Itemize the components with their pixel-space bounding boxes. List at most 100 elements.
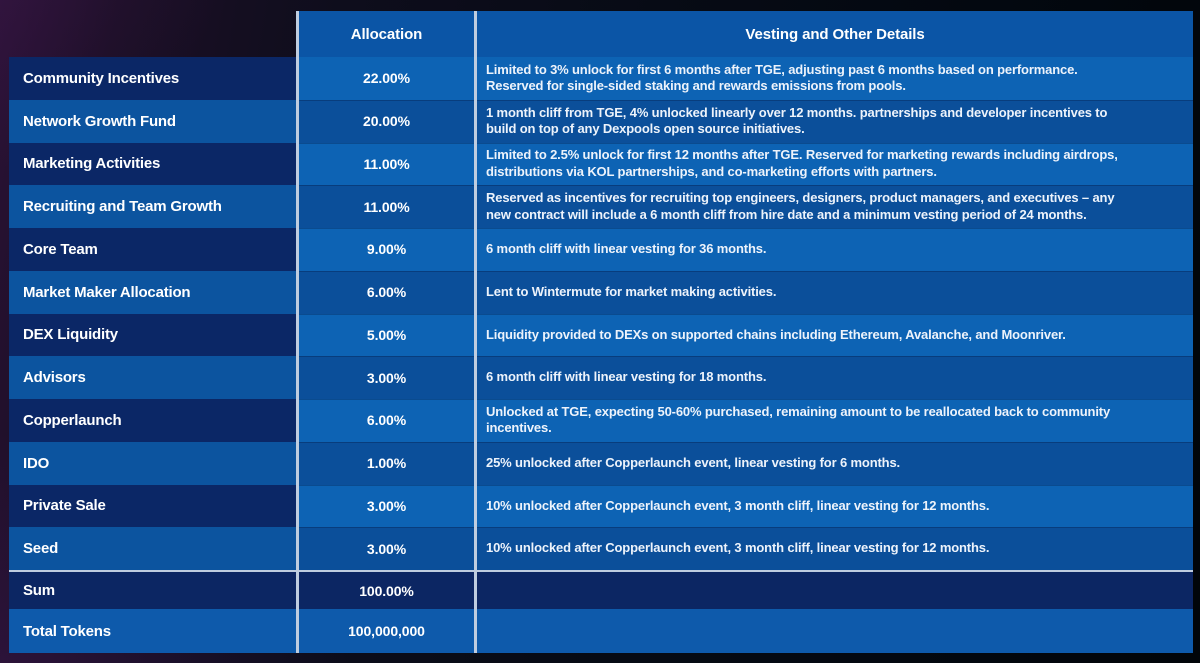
table-row-11: Private Sale 3.00% 10% unlocked after Copp… [9, 484, 1193, 528]
row-allocation-cell: 11.00% [296, 142, 477, 186]
row-category-cell: Network Growth Fund [9, 99, 296, 143]
header-spacer [9, 11, 296, 57]
row-details-cell: Limited to 2.5% unlock for first 12 mont… [477, 142, 1193, 186]
row-category-label: Private Sale [23, 497, 106, 515]
row-allocation-cell: 6.00% [296, 399, 477, 442]
table-row-sum: Sum 100.00% [9, 572, 1193, 609]
row-category-label: DEX Liquidity [23, 326, 118, 344]
row-allocation-value: 3.00% [366, 540, 407, 557]
column-header-vesting-details-label: Vesting and Other Details [745, 25, 925, 43]
row-category-label: Seed [23, 540, 59, 558]
row-allocation-value: 6.00% [366, 412, 407, 429]
row-category-label: Core Team [23, 240, 98, 258]
row-category-label: Advisors [23, 369, 86, 387]
table-body: Community Incentives 22.00% Limited to 3% … [9, 57, 1193, 570]
row-allocation-cell: 100.00% [296, 572, 477, 609]
row-details-cell: 25% unlocked after Copperlaunch event, l… [477, 441, 1193, 485]
column-header-allocation: Allocation [296, 11, 477, 57]
row-details-text: Limited to 2.5% unlock for first 12 mont… [486, 147, 1118, 179]
row-details-cell: Reserved as incentives for recruiting to… [477, 185, 1193, 228]
row-details-cell: Unlocked at TGE, expecting 50-60% purcha… [477, 399, 1193, 442]
row-allocation-cell: 20.00% [296, 99, 477, 143]
row-category-cell: Seed [9, 527, 296, 570]
row-details-text: 10% unlocked after Copperlaunch event, 3… [486, 497, 990, 513]
row-allocation-value: 11.00% [363, 155, 410, 172]
table-row-7: DEX Liquidity 5.00% Liquidity provided to … [9, 313, 1193, 357]
row-allocation-cell: 3.00% [296, 527, 477, 570]
row-details-text: 6 month cliff with linear vesting for 18… [486, 369, 767, 385]
row-category-label: Community Incentives [23, 69, 180, 87]
table-row-total-tokens: Total Tokens 100,000,000 [9, 609, 1193, 653]
table-row-3: Marketing Activities 11.00% Limited to 2.5… [9, 142, 1193, 186]
row-details-cell: 10% unlocked after Copperlaunch event, 3… [477, 527, 1193, 570]
row-details-cell: 6 month cliff with linear vesting for 36… [477, 228, 1193, 271]
row-details-cell: 1 month cliff from TGE, 4% unlocked line… [477, 99, 1193, 143]
row-category-cell: Total Tokens [9, 609, 296, 653]
row-details-cell [477, 609, 1193, 653]
table-row-12: Seed 3.00% 10% unlocked after Copperlaunch… [9, 527, 1193, 570]
row-category-cell: Core Team [9, 228, 296, 271]
row-allocation-cell: 9.00% [296, 228, 477, 271]
table-row-1: Community Incentives 22.00% Limited to 3% … [9, 57, 1193, 100]
row-category-label: Network Growth Fund [23, 112, 176, 130]
table-row-6: Market Maker Allocation 6.00% Lent to Wint… [9, 270, 1193, 314]
row-allocation-value: 3.00% [366, 497, 407, 514]
table-row-8: Advisors 3.00% 6 month cliff with linear v… [9, 356, 1193, 399]
table-row-5: Core Team 9.00% 6 month cliff with linear … [9, 228, 1193, 271]
row-allocation-cell: 3.00% [296, 356, 477, 399]
row-details-text: Limited to 3% unlock for first 6 months … [486, 61, 1078, 94]
row-details-text: 1 month cliff from TGE, 4% unlocked line… [486, 104, 1108, 137]
row-category-label: Recruiting and Team Growth [23, 198, 222, 216]
row-allocation-value: 22.00% [363, 70, 410, 87]
column-header-vesting-details: Vesting and Other Details [477, 11, 1193, 57]
row-allocation-value: 100,000,000 [348, 623, 425, 639]
row-allocation-value: 9.00% [366, 241, 407, 258]
token-allocation-table: Allocation Vesting and Other Details Com… [9, 11, 1193, 653]
row-category-cell: Private Sale [9, 484, 296, 528]
row-category-label: Marketing Activities [23, 155, 161, 173]
row-category-cell: Market Maker Allocation [9, 270, 296, 314]
row-category-cell: Marketing Activities [9, 142, 296, 186]
row-category-cell: Advisors [9, 356, 296, 399]
row-details-cell [477, 572, 1193, 609]
row-allocation-value: 3.00% [366, 369, 407, 386]
row-category-label: IDO [23, 454, 50, 472]
table-footer: Sum 100.00% Total Tokens 100,000,000 [9, 572, 1193, 653]
row-details-cell: Lent to Wintermute for market making act… [477, 270, 1193, 314]
row-details-text: Liquidity provided to DEXs on supported … [486, 326, 1066, 342]
row-details-text: Reserved as incentives for recruiting to… [486, 190, 1115, 222]
table-row-10: IDO 1.00% 25% unlocked after Copperlaunch … [9, 441, 1193, 485]
footer-separator-line [9, 570, 1193, 572]
row-details-text: 25% unlocked after Copperlaunch event, l… [486, 454, 900, 470]
row-allocation-cell: 22.00% [296, 57, 477, 100]
row-allocation-cell: 6.00% [296, 270, 477, 314]
row-allocation-value: 6.00% [366, 284, 407, 301]
row-allocation-value: 5.00% [366, 326, 407, 343]
row-allocation-cell: 3.00% [296, 484, 477, 528]
row-category-cell: Community Incentives [9, 57, 296, 100]
row-category-label: Sum [23, 582, 55, 599]
row-category-label: Copperlaunch [23, 411, 122, 429]
row-allocation-value: 20.00% [363, 113, 410, 130]
table-header-row: Allocation Vesting and Other Details [9, 11, 1193, 57]
row-details-text: 6 month cliff with linear vesting for 36… [486, 241, 767, 257]
row-details-text: 10% unlocked after Copperlaunch event, 3… [486, 540, 990, 556]
row-details-text: Lent to Wintermute for market making act… [486, 283, 777, 299]
row-allocation-cell: 1.00% [296, 441, 477, 485]
row-details-cell: Liquidity provided to DEXs on supported … [477, 313, 1193, 357]
row-allocation-value: 1.00% [366, 455, 407, 472]
table-row-9: Copperlaunch 6.00% Unlocked at TGE, expect… [9, 399, 1193, 442]
table-row-2: Network Growth Fund 20.00% 1 month cliff f… [9, 99, 1193, 143]
row-category-cell: IDO [9, 441, 296, 485]
row-allocation-value: 11.00% [363, 198, 410, 215]
row-category-cell: Recruiting and Team Growth [9, 185, 296, 228]
row-category-cell: DEX Liquidity [9, 313, 296, 357]
row-details-text: Unlocked at TGE, expecting 50-60% purcha… [486, 403, 1111, 436]
row-category-label: Total Tokens [23, 622, 111, 640]
row-details-cell: Limited to 3% unlock for first 6 months … [477, 57, 1193, 100]
row-category-label: Market Maker Allocation [23, 283, 191, 301]
row-allocation-cell: 100,000,000 [296, 609, 477, 653]
row-allocation-value: 100.00% [359, 582, 414, 599]
row-category-cell: Copperlaunch [9, 399, 296, 442]
